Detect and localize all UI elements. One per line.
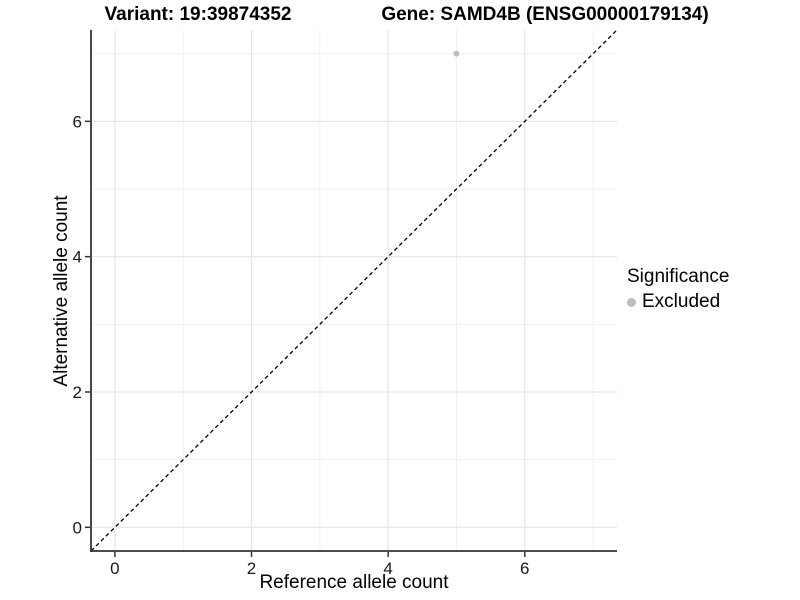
x-tick-label: 0 — [110, 559, 119, 578]
variant-title: Variant: 19:39874352 — [104, 4, 292, 25]
data-point — [453, 50, 460, 57]
y-axis-title: Alternative allele count — [51, 195, 72, 387]
excluded-point-swatch — [627, 297, 636, 307]
x-tick-label: 2 — [247, 559, 256, 578]
x-axis-title: Reference allele count — [259, 572, 449, 593]
identity-reference-line — [90, 29, 618, 552]
y-tick-label: 6 — [73, 112, 82, 131]
y-tick-label: 0 — [73, 518, 82, 537]
legend-item-excluded: Excluded — [627, 291, 729, 313]
y-tick-label: 4 — [73, 248, 82, 267]
legend: Significance Excluded — [627, 266, 729, 313]
x-tick-label: 6 — [520, 559, 529, 578]
gene-title: Gene: SAMD4B (ENSG00000179134) — [381, 4, 709, 25]
legend-title: Significance — [627, 266, 730, 287]
y-tick-label: 2 — [73, 383, 82, 402]
legend-item-label: Excluded — [642, 291, 721, 312]
x-tick-label: 4 — [383, 559, 392, 578]
